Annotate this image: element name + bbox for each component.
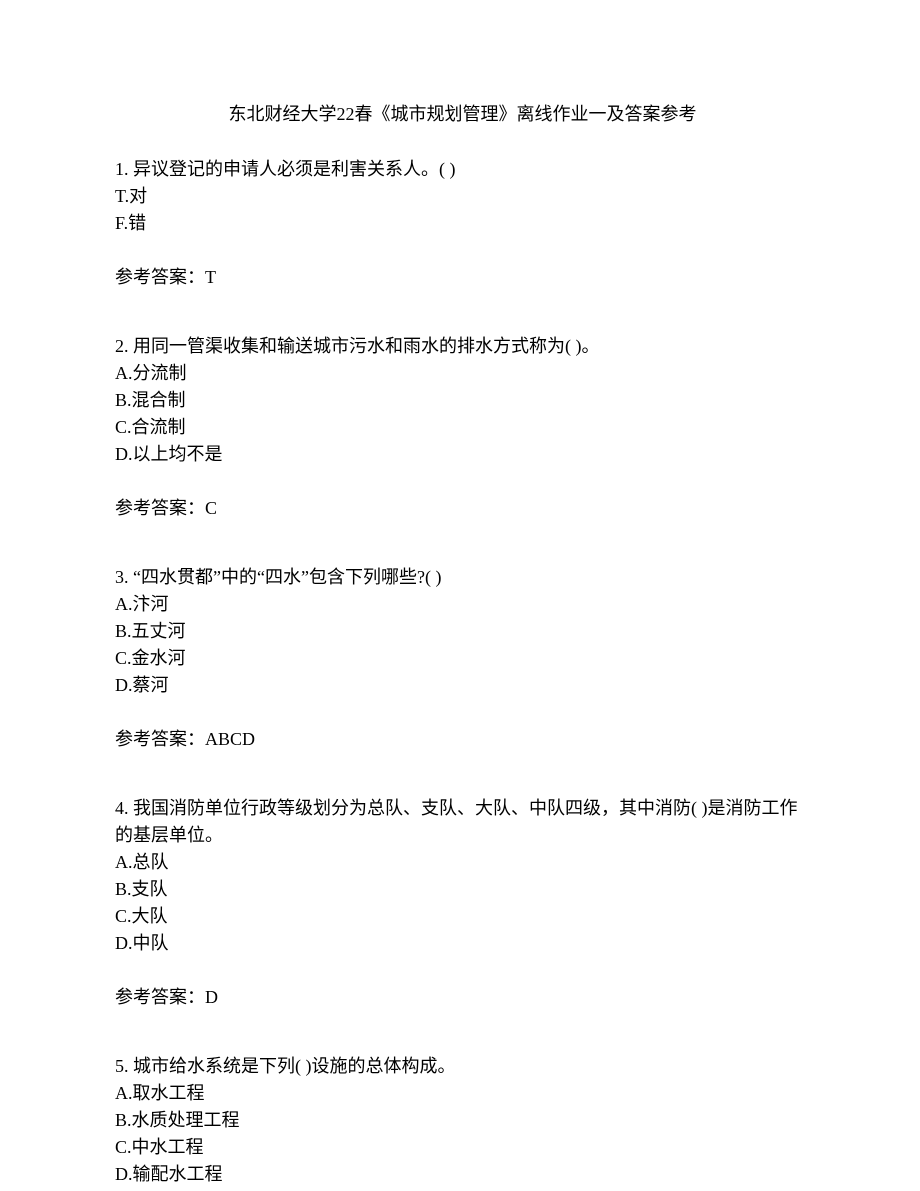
option: B.水质处理工程	[115, 1107, 810, 1134]
question-number: 1.	[115, 159, 129, 179]
option: C.合流制	[115, 414, 810, 441]
question-text: 4. 我国消防单位行政等级划分为总队、支队、大队、中队四级，其中消防( )是消防…	[115, 795, 810, 849]
answer-value: ABCD	[205, 729, 255, 749]
answer-line: 参考答案：ABCD	[115, 726, 810, 753]
option-text: 以上均不是	[133, 444, 223, 464]
option: D.输配水工程	[115, 1161, 810, 1188]
option-text: 水质处理工程	[132, 1110, 240, 1130]
answer-label: 参考答案：	[115, 987, 205, 1007]
answer-line: 参考答案：D	[115, 984, 810, 1011]
question-number: 3.	[115, 567, 129, 587]
option-label: D.	[115, 933, 133, 953]
option-text: 合流制	[132, 417, 186, 437]
option-text: 中水工程	[132, 1137, 204, 1157]
option-label: D.	[115, 1164, 133, 1184]
option-label: A.	[115, 594, 133, 614]
option-label: C.	[115, 906, 132, 926]
option: B.混合制	[115, 387, 810, 414]
question-stem: 用同一管渠收集和输送城市污水和雨水的排水方式称为( )。	[133, 336, 600, 356]
option-text: 混合制	[132, 390, 186, 410]
option: C.大队	[115, 903, 810, 930]
question-2: 2. 用同一管渠收集和输送城市污水和雨水的排水方式称为( )。 A.分流制 B.…	[115, 333, 810, 522]
option-label: A.	[115, 1083, 133, 1103]
option-text: 中队	[133, 933, 169, 953]
option: A.取水工程	[115, 1080, 810, 1107]
answer-label: 参考答案：	[115, 498, 205, 518]
option-label: B.	[115, 390, 132, 410]
option: D.中队	[115, 930, 810, 957]
option-label: B.	[115, 621, 132, 641]
option: A.总队	[115, 849, 810, 876]
question-text: 5. 城市给水系统是下列( )设施的总体构成。	[115, 1053, 810, 1080]
option-text: 输配水工程	[133, 1164, 223, 1184]
option-label: D.	[115, 444, 133, 464]
option-label: C.	[115, 648, 132, 668]
question-3: 3. “四水贯都”中的“四水”包含下列哪些?( ) A.汴河 B.五丈河 C.金…	[115, 564, 810, 753]
option-text: 分流制	[133, 363, 187, 383]
option-text: 总队	[133, 852, 169, 872]
question-number: 5.	[115, 1056, 129, 1076]
question-number: 2.	[115, 336, 129, 356]
option: A.汴河	[115, 591, 810, 618]
question-text: 2. 用同一管渠收集和输送城市污水和雨水的排水方式称为( )。	[115, 333, 810, 360]
option-label: C.	[115, 417, 132, 437]
answer-line: 参考答案：C	[115, 495, 810, 522]
answer-value: T	[205, 267, 216, 287]
answer-line: 参考答案：T	[115, 264, 810, 291]
option-label: T.	[115, 186, 129, 206]
question-text: 1. 异议登记的申请人必须是利害关系人。( )	[115, 156, 810, 183]
option: A.分流制	[115, 360, 810, 387]
option-label: D.	[115, 675, 133, 695]
option-text: 取水工程	[133, 1083, 205, 1103]
option: D.蔡河	[115, 672, 810, 699]
option-text: 蔡河	[133, 675, 169, 695]
option-text: 汴河	[133, 594, 169, 614]
question-stem: 城市给水系统是下列( )设施的总体构成。	[133, 1056, 456, 1076]
question-4: 4. 我国消防单位行政等级划分为总队、支队、大队、中队四级，其中消防( )是消防…	[115, 795, 810, 1011]
option-label: A.	[115, 852, 133, 872]
option-text: 支队	[132, 879, 168, 899]
answer-value: D	[205, 987, 218, 1007]
option: C.金水河	[115, 645, 810, 672]
option-text: 对	[129, 186, 147, 206]
question-stem: “四水贯都”中的“四水”包含下列哪些?( )	[133, 567, 441, 587]
question-number: 4.	[115, 798, 129, 818]
option: C.中水工程	[115, 1134, 810, 1161]
option-text: 五丈河	[132, 621, 186, 641]
question-1: 1. 异议登记的申请人必须是利害关系人。( ) T.对 F.错 参考答案：T	[115, 156, 810, 291]
question-stem: 异议登记的申请人必须是利害关系人。( )	[133, 159, 456, 179]
option: D.以上均不是	[115, 441, 810, 468]
page-title: 东北财经大学22春《城市规划管理》离线作业一及答案参考	[115, 100, 810, 126]
question-text: 3. “四水贯都”中的“四水”包含下列哪些?( )	[115, 564, 810, 591]
option-label: F.	[115, 213, 128, 233]
answer-value: C	[205, 498, 217, 518]
option-text: 金水河	[132, 648, 186, 668]
option-text: 错	[128, 213, 146, 233]
option: F.错	[115, 210, 810, 237]
option-label: C.	[115, 1137, 132, 1157]
question-5: 5. 城市给水系统是下列( )设施的总体构成。 A.取水工程 B.水质处理工程 …	[115, 1053, 810, 1188]
option-text: 大队	[132, 906, 168, 926]
option-label: B.	[115, 879, 132, 899]
option: B.五丈河	[115, 618, 810, 645]
question-stem: 我国消防单位行政等级划分为总队、支队、大队、中队四级，其中消防( )是消防工作的…	[115, 798, 798, 845]
option-label: B.	[115, 1110, 132, 1130]
answer-label: 参考答案：	[115, 729, 205, 749]
answer-label: 参考答案：	[115, 267, 205, 287]
option-label: A.	[115, 363, 133, 383]
option: T.对	[115, 183, 810, 210]
option: B.支队	[115, 876, 810, 903]
